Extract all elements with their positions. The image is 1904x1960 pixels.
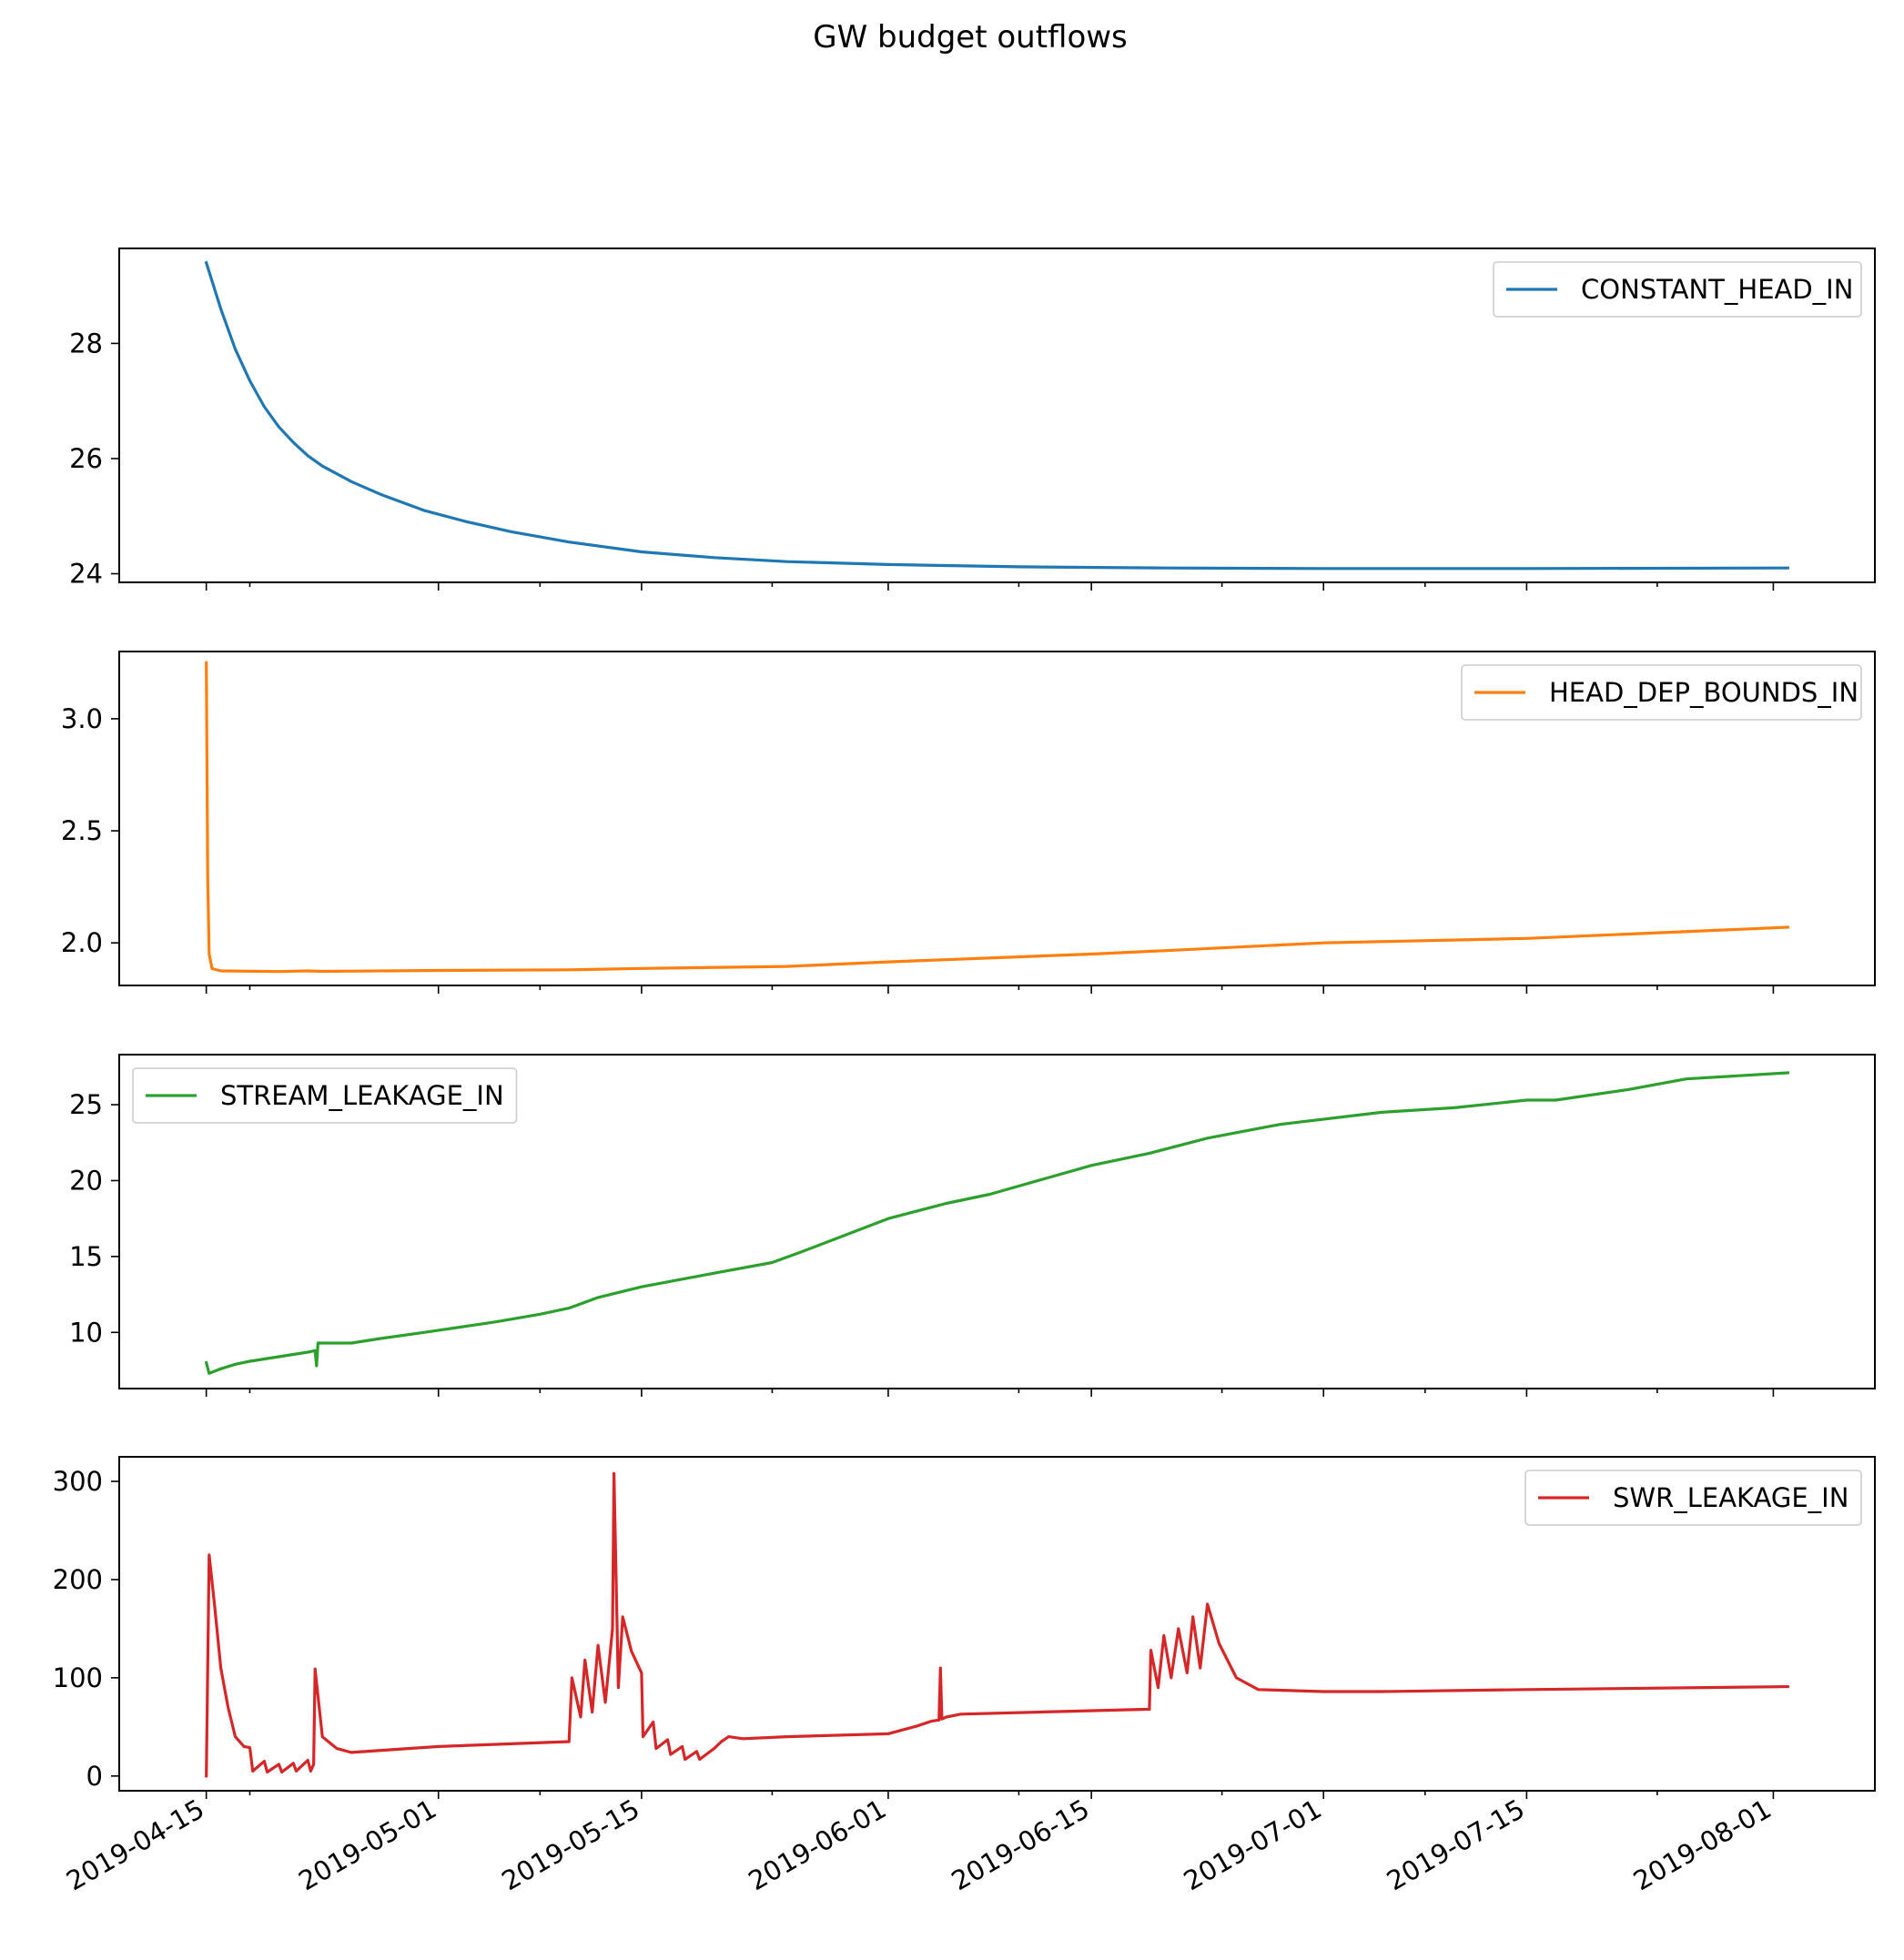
legend-label: HEAD_DEP_BOUNDS_IN [1549,677,1858,708]
y-tick-label: 100 [53,1662,103,1693]
y-tick-label: 0 [86,1761,103,1792]
y-tick-label: 300 [53,1466,103,1497]
y-tick-label: 24 [69,559,103,590]
legend-label: CONSTANT_HEAD_IN [1581,274,1853,305]
legend-box [1524,1470,1862,1526]
chart-title: GW budget outflows [813,19,1128,56]
axes-frame [118,248,1876,583]
legend-box [1461,664,1862,721]
y-tick-label: 15 [69,1241,103,1272]
axes-frame [118,1054,1876,1389]
x-tick-label: 2019-07-15 [1382,1793,1530,1897]
x-tick-label: 2019-05-01 [293,1793,441,1897]
axes-frame [118,1456,1876,1792]
legend: SWR_LEAKAGE_IN [1524,1470,1862,1526]
legend-box [132,1067,518,1124]
x-tick-label: 2019-06-15 [947,1793,1095,1897]
x-tick-label: 2019-04-15 [61,1793,209,1897]
series-line-1 [204,260,1789,571]
y-tick-label: 20 [69,1165,103,1196]
y-tick-label: 2.0 [61,927,103,958]
y-tick-label: 28 [69,328,103,359]
panel-4: 0 100 200 300 SWR_LEAKAGE_IN [53,1456,1876,1799]
x-tick-label: 2019-08-01 [1628,1793,1777,1897]
legend-label: STREAM_LEAKAGE_IN [220,1080,504,1111]
legend: HEAD_DEP_BOUNDS_IN [1461,664,1862,721]
panel-1: 24 26 28 CONSTANT_HEAD_IN [69,248,1876,591]
x-tick-label: 2019-07-01 [1179,1793,1327,1897]
legend-label: SWR_LEAKAGE_IN [1613,1482,1848,1513]
y-tick-label: 10 [69,1317,103,1348]
legend: STREAM_LEAKAGE_IN [132,1067,518,1124]
panel-2: 2.0 2.5 3.0 HEAD_DEP_BOUNDS_IN [61,651,1876,994]
series-line-4 [205,1471,1789,1778]
y-tick-label: 3.0 [61,703,103,734]
series-line-2 [205,661,1789,974]
y-tick-label: 26 [69,443,103,474]
x-tick-label: 2019-05-15 [496,1793,644,1897]
axes-frame [118,651,1876,986]
series-line-3 [204,1071,1789,1375]
panel-3: 10 15 20 25 STREAM_LEAKAGE_IN [69,1054,1876,1397]
legend-box [1493,261,1862,318]
x-tick-label: 2019-06-01 [743,1793,891,1897]
legend: CONSTANT_HEAD_IN [1493,261,1862,318]
y-tick-label: 200 [53,1564,103,1595]
y-tick-label: 25 [69,1089,103,1120]
y-tick-label: 2.5 [61,815,103,846]
